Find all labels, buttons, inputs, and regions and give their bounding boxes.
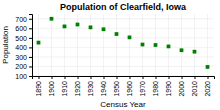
grid-line bbox=[32, 18, 214, 19]
x-tick: 1930 bbox=[87, 76, 94, 97]
tick-label: 1990 bbox=[165, 81, 172, 97]
y-axis-title: Population bbox=[1, 26, 10, 64]
tick-label: 500 bbox=[15, 35, 27, 42]
point bbox=[180, 48, 184, 52]
point bbox=[63, 25, 67, 29]
tick-mark bbox=[29, 66, 32, 67]
tick-mark bbox=[29, 76, 32, 77]
point bbox=[154, 43, 158, 47]
x-tick: 1910 bbox=[61, 76, 68, 97]
y-tick: 300 bbox=[15, 54, 32, 61]
y-tick: 600 bbox=[15, 25, 32, 32]
point bbox=[89, 25, 93, 29]
y-tick: 400 bbox=[15, 44, 32, 51]
x-tick: 2020 bbox=[204, 76, 211, 97]
tick-label: 300 bbox=[15, 54, 27, 61]
axis-line bbox=[29, 15, 33, 77]
tick-label: 1890 bbox=[35, 81, 42, 97]
tick-mark bbox=[29, 19, 32, 20]
point bbox=[115, 32, 119, 36]
tick-mark bbox=[29, 47, 32, 48]
x-tick: 1990 bbox=[165, 76, 172, 97]
grid-line bbox=[32, 37, 214, 38]
tick-label: 1900 bbox=[48, 81, 55, 97]
x-tick: 1960 bbox=[126, 76, 133, 97]
grid-line bbox=[32, 47, 214, 48]
tick-label: 1910 bbox=[61, 81, 68, 97]
tick-mark bbox=[29, 28, 32, 29]
point bbox=[102, 27, 106, 31]
tick-label: 1960 bbox=[126, 81, 133, 97]
tick-label: 1970 bbox=[139, 81, 146, 97]
points bbox=[37, 17, 210, 69]
tick-mark bbox=[78, 76, 79, 79]
y-tick: 500 bbox=[15, 35, 32, 42]
tick-mark bbox=[65, 76, 66, 79]
tick-mark bbox=[39, 76, 40, 79]
grid-line bbox=[32, 66, 214, 67]
tick-label: 400 bbox=[15, 44, 27, 51]
x-tick: 1900 bbox=[48, 76, 55, 97]
tick-label: 1930 bbox=[87, 81, 94, 97]
x-tick: 1890 bbox=[35, 76, 42, 97]
tick-label: 100 bbox=[15, 73, 27, 80]
grid-line bbox=[32, 56, 214, 57]
tick-mark bbox=[52, 76, 53, 79]
x-tick: 1940 bbox=[100, 76, 107, 97]
tick-mark bbox=[130, 76, 131, 79]
chart: 1890 1900 1910 1920 1930 1940 1950 1960 1970 1980… bbox=[0, 0, 220, 110]
y-axis: 100 200 300 400 500 600 700 bbox=[15, 15, 32, 80]
point bbox=[167, 45, 171, 49]
tick-mark bbox=[29, 38, 32, 39]
tick-mark bbox=[182, 76, 183, 79]
x-axis-title: Census Year bbox=[100, 100, 146, 109]
grid bbox=[32, 14, 214, 76]
x-tick: 1920 bbox=[74, 76, 81, 97]
tick-mark bbox=[169, 76, 170, 79]
tick-label: 600 bbox=[15, 25, 27, 32]
grid-line bbox=[32, 28, 214, 29]
tick-label: 2010 bbox=[191, 81, 198, 97]
point bbox=[37, 41, 41, 45]
tick-label: 1920 bbox=[74, 81, 81, 97]
x-axis: 1890 1900 1910 1920 1930 1940 1950 1960 1970 1980… bbox=[33, 76, 215, 97]
x-tick: 1980 bbox=[152, 76, 159, 97]
point bbox=[141, 43, 145, 47]
tick-mark bbox=[104, 76, 105, 79]
point bbox=[128, 35, 132, 39]
tick-mark bbox=[143, 76, 144, 79]
y-tick: 100 bbox=[15, 73, 32, 80]
tick-label: 2020 bbox=[204, 81, 211, 97]
tick-label: 1940 bbox=[100, 81, 107, 97]
title: Population of Clearfield, Iowa bbox=[60, 2, 187, 12]
tick-mark bbox=[29, 57, 32, 58]
point bbox=[50, 17, 54, 21]
tick-mark bbox=[208, 76, 209, 79]
tick-label: 1980 bbox=[152, 81, 159, 97]
tick-label: 700 bbox=[15, 16, 27, 23]
x-tick: 2010 bbox=[191, 76, 198, 97]
tick-label: 1950 bbox=[113, 81, 120, 97]
tick-mark bbox=[91, 76, 92, 79]
tick-mark bbox=[195, 76, 196, 79]
y-tick: 700 bbox=[15, 16, 32, 23]
tick-mark bbox=[156, 76, 157, 79]
x-tick: 1950 bbox=[113, 76, 120, 97]
tick-mark bbox=[117, 76, 118, 79]
axis-line bbox=[33, 77, 215, 80]
tick-label: 200 bbox=[15, 63, 27, 70]
point bbox=[193, 50, 197, 54]
x-tick: 2000 bbox=[178, 76, 185, 97]
point bbox=[206, 65, 210, 69]
plot: 1890 1900 1910 1920 1930 1940 1950 1960 1970 1980… bbox=[15, 14, 214, 97]
point bbox=[76, 23, 80, 27]
tick-label: 2000 bbox=[178, 81, 185, 97]
y-tick: 200 bbox=[15, 63, 32, 70]
x-tick: 1970 bbox=[139, 76, 146, 97]
